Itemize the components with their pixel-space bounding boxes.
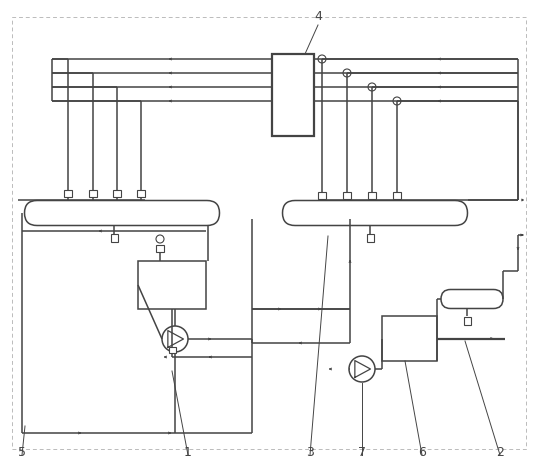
Bar [110, 234, 118, 242]
Bar [343, 192, 351, 198]
Bar [368, 192, 376, 198]
FancyBboxPatch shape [24, 201, 219, 226]
Text: 5: 5 [18, 446, 26, 459]
Text: 7: 7 [358, 446, 366, 459]
FancyBboxPatch shape [441, 290, 503, 309]
Bar [137, 189, 145, 196]
Bar [393, 192, 401, 198]
Bar [138, 261, 206, 309]
Bar [382, 316, 437, 361]
Bar [64, 189, 72, 196]
Bar [89, 189, 97, 196]
Text: 6: 6 [418, 446, 426, 459]
Text: 2: 2 [496, 446, 504, 459]
Text: 4: 4 [314, 10, 322, 23]
Text: 3: 3 [306, 446, 314, 459]
Bar [367, 234, 374, 242]
FancyBboxPatch shape [282, 201, 467, 226]
Bar [464, 317, 471, 325]
Bar [272, 54, 314, 136]
Text: 1: 1 [184, 446, 192, 459]
Bar [169, 347, 176, 353]
Bar [113, 189, 121, 196]
Bar [318, 192, 326, 198]
Bar [156, 244, 164, 252]
